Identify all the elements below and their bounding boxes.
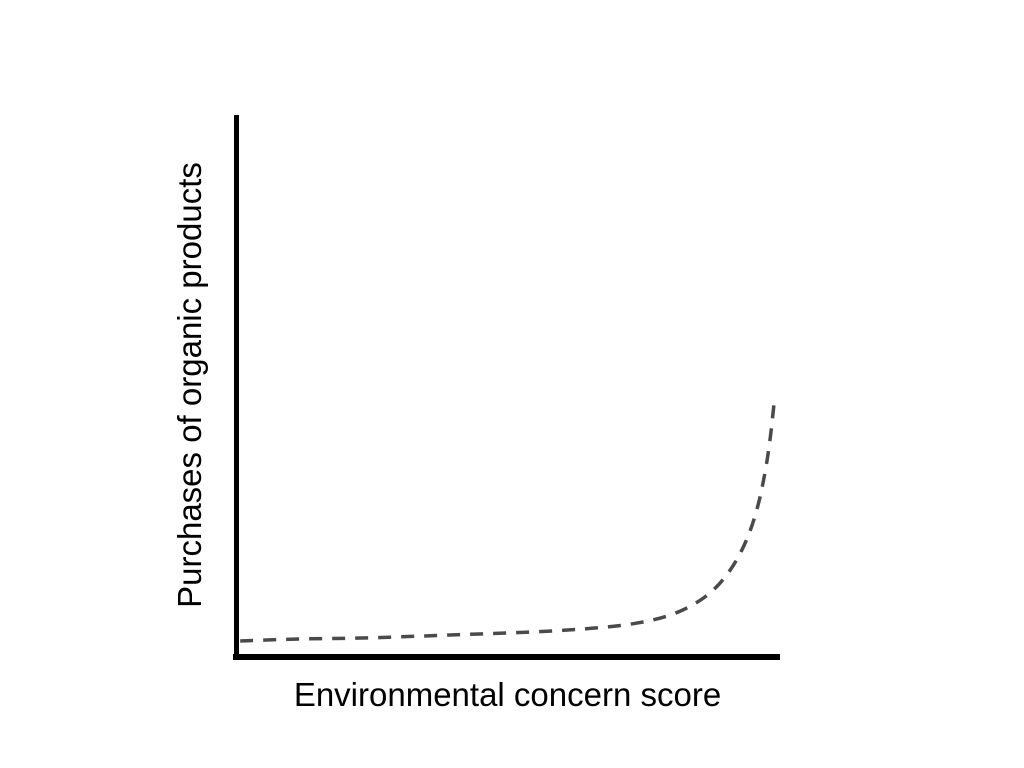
x-axis-label: Environmental concern score [293, 676, 722, 713]
y-axis-label: Purchases of organic products [171, 162, 208, 608]
y-axis-line [234, 115, 239, 660]
dashed-exponential-curve [240, 396, 777, 643]
x-axis-line [233, 654, 780, 660]
